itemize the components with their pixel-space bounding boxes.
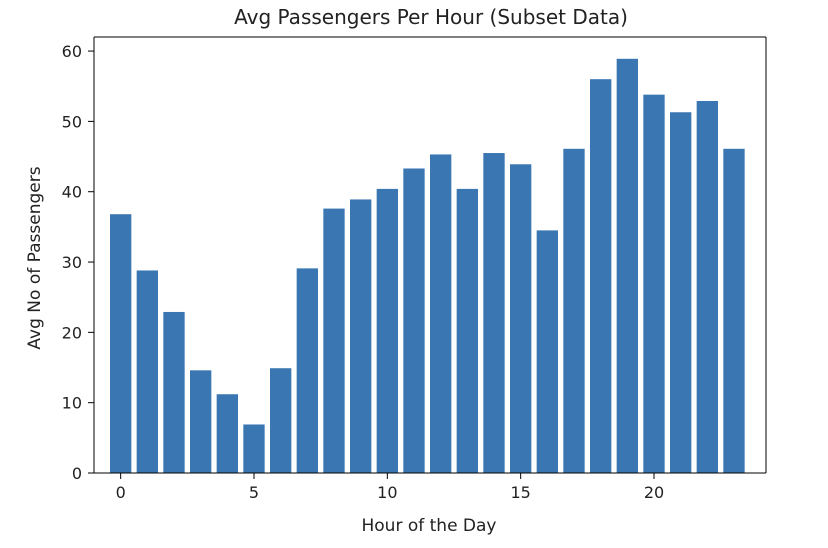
x-tick-label: 5 [249,483,259,502]
x-tick-label: 10 [377,483,397,502]
bar-hour-12 [430,154,452,473]
bar-hour-11 [403,168,425,473]
bar-hour-16 [536,230,558,473]
bar-hour-8 [323,208,345,473]
bar-hour-9 [350,199,372,473]
y-tick-label: 0 [72,464,82,483]
x-ticks: 0 5 10 15 20 [116,473,664,502]
bar-hour-14 [483,153,505,473]
bar-hour-22 [696,100,718,474]
x-tick-label: 15 [510,483,530,502]
bar-hour-2 [163,311,185,473]
bar-hour-13 [456,188,478,473]
bar-hour-0 [110,214,132,473]
bar-hour-19 [616,58,638,474]
bar-hour-17 [563,148,585,473]
y-tick-label: 50 [62,112,82,131]
bar-hour-21 [670,112,692,473]
bar-hour-4 [216,394,238,473]
x-tick-label: 0 [116,483,126,502]
bar-hour-18 [590,79,612,473]
y-tick-label: 30 [62,253,82,272]
x-axis-label: Hour of the Day [361,516,496,536]
bars-group [110,58,745,474]
y-tick-label: 10 [62,394,82,413]
bar-hour-5 [243,424,265,473]
y-tick-label: 20 [62,323,82,342]
y-tick-label: 40 [62,183,82,202]
y-axis-label: Avg No of Passengers [25,166,45,349]
bar-hour-6 [270,368,292,473]
bar-hour-20 [643,94,665,473]
x-tick-label: 20 [644,483,664,502]
bar-hour-3 [190,370,212,473]
y-tick-label: 60 [62,42,82,61]
chart-title: Avg Passengers Per Hour (Subset Data) [234,5,628,29]
bar-hour-10 [376,188,398,473]
y-ticks: 0 10 20 30 40 50 60 [62,42,94,483]
bar-hour-23 [723,148,745,473]
bar-hour-15 [510,164,532,473]
bar-hour-1 [136,270,158,473]
bar-hour-7 [296,268,318,473]
